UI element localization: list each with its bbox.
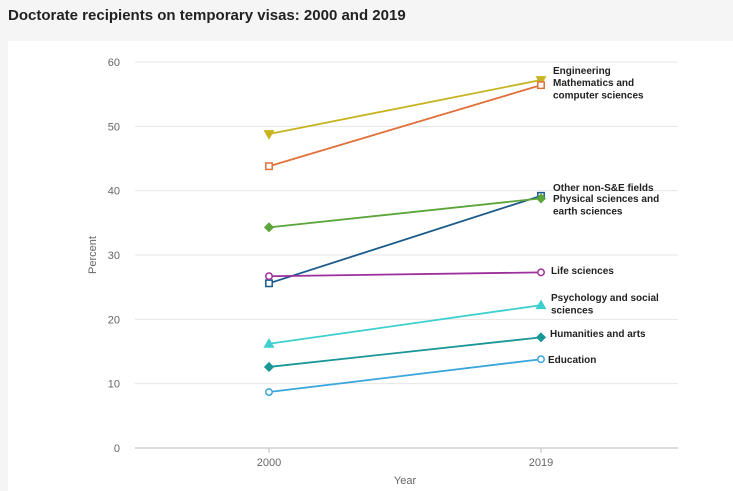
x-axis-label: Year: [394, 475, 417, 487]
data-point: [263, 222, 275, 233]
series-5: [263, 299, 547, 348]
series-line: [268, 79, 542, 135]
series-line: [268, 336, 542, 368]
y-tick-label: 10: [108, 379, 120, 391]
y-tick-label: 60: [108, 57, 120, 69]
series-label-line: Life sciences: [551, 266, 614, 277]
data-point: [535, 299, 547, 310]
series-line: [268, 358, 542, 393]
y-tick-label: 30: [108, 250, 120, 262]
data-point: [265, 279, 273, 288]
series-line: [268, 197, 542, 229]
data-point: [263, 130, 275, 140]
data-point: [265, 272, 273, 281]
y-tick-label: 40: [108, 186, 120, 198]
series-label: Life sciences: [551, 266, 614, 277]
series-label: Mathematics and computer sciences: [553, 78, 644, 102]
x-tick-label: 2000: [257, 457, 281, 469]
series-line: [268, 84, 542, 168]
data-point: [265, 162, 273, 171]
series-group: [263, 76, 547, 396]
data-point: [535, 332, 547, 343]
x-tick-label: 2019: [529, 457, 553, 469]
series-label-line: computer sciences: [553, 91, 644, 102]
series-label-line: Other non-S&E fields: [553, 183, 654, 194]
data-point: [263, 361, 275, 373]
series-label-line: Education: [548, 355, 596, 366]
y-axis-label: Percent: [87, 236, 99, 274]
series-line: [268, 304, 542, 345]
series-label-line: Mathematics and: [553, 78, 634, 89]
chart-title: Doctorate recipients on temporary visas:…: [8, 7, 406, 24]
series-label-line: Engineering: [553, 66, 611, 77]
series-label: Engineering: [553, 66, 611, 77]
series-1: [265, 81, 545, 171]
y-axis-ticks: 0 10 20 30 40 50 60: [108, 57, 120, 455]
x-axis-ticks: 2000 2019: [257, 448, 553, 469]
series-label-line: earth sciences: [553, 207, 623, 218]
data-point: [537, 268, 545, 277]
series-label-line: Physical sciences and: [553, 194, 659, 205]
series-label-line: sciences: [551, 306, 594, 317]
series-0: [263, 76, 547, 140]
data-point: [535, 76, 547, 86]
series-4: [265, 268, 545, 281]
data-point: [537, 355, 545, 364]
y-tick-label: 0: [114, 443, 120, 455]
series-label: Other non-S&E fields: [553, 183, 654, 194]
series-label-line: Psychology and social: [551, 293, 659, 304]
data-point: [263, 338, 275, 348]
series-label: Psychology and social sciences: [551, 293, 659, 317]
series-line: [268, 194, 542, 285]
series-6: [263, 332, 547, 373]
y-tick-label: 20: [108, 314, 120, 326]
data-point: [265, 388, 273, 396]
grid-lines: [135, 61, 678, 449]
series-label: Physical sciences and earth sciences: [553, 194, 659, 218]
data-point: [537, 81, 545, 90]
y-tick-label: 50: [108, 121, 120, 133]
series-label-line: Humanities and arts: [550, 329, 646, 340]
series-3: [263, 193, 547, 233]
series-label: Humanities and arts: [550, 329, 646, 340]
series-label: Education: [548, 355, 596, 366]
chart-panel: [8, 41, 733, 491]
series-line: [268, 271, 542, 278]
data-point: [535, 193, 547, 204]
series-7: [265, 355, 545, 396]
